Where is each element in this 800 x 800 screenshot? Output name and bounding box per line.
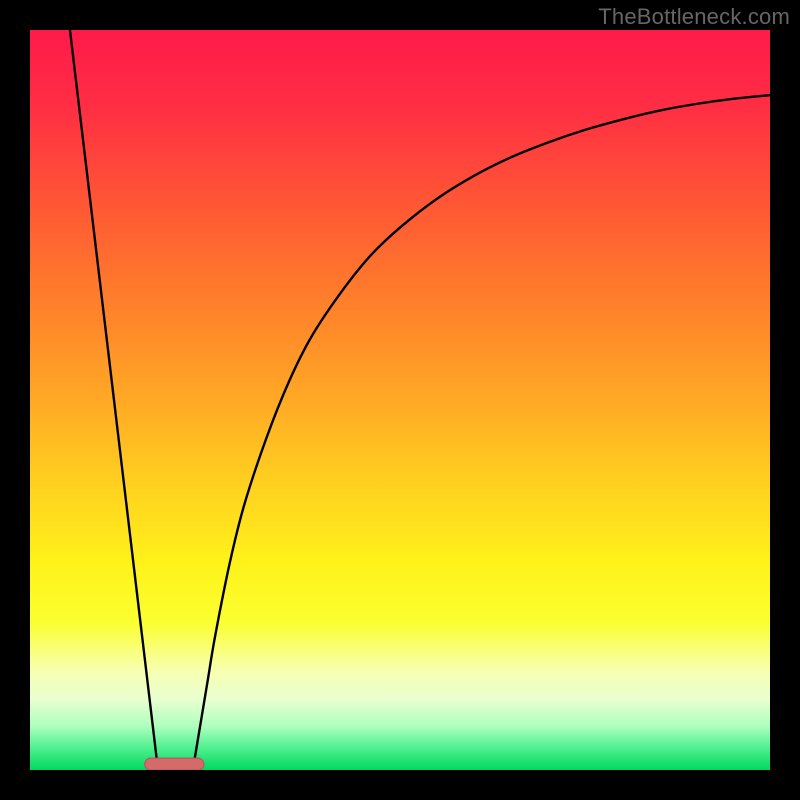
optimal-marker: [145, 758, 204, 770]
watermark-text: TheBottleneck.com: [598, 4, 790, 30]
bottleneck-chart: [0, 0, 800, 800]
plot-background: [30, 30, 770, 770]
chart-frame: TheBottleneck.com: [0, 0, 800, 800]
